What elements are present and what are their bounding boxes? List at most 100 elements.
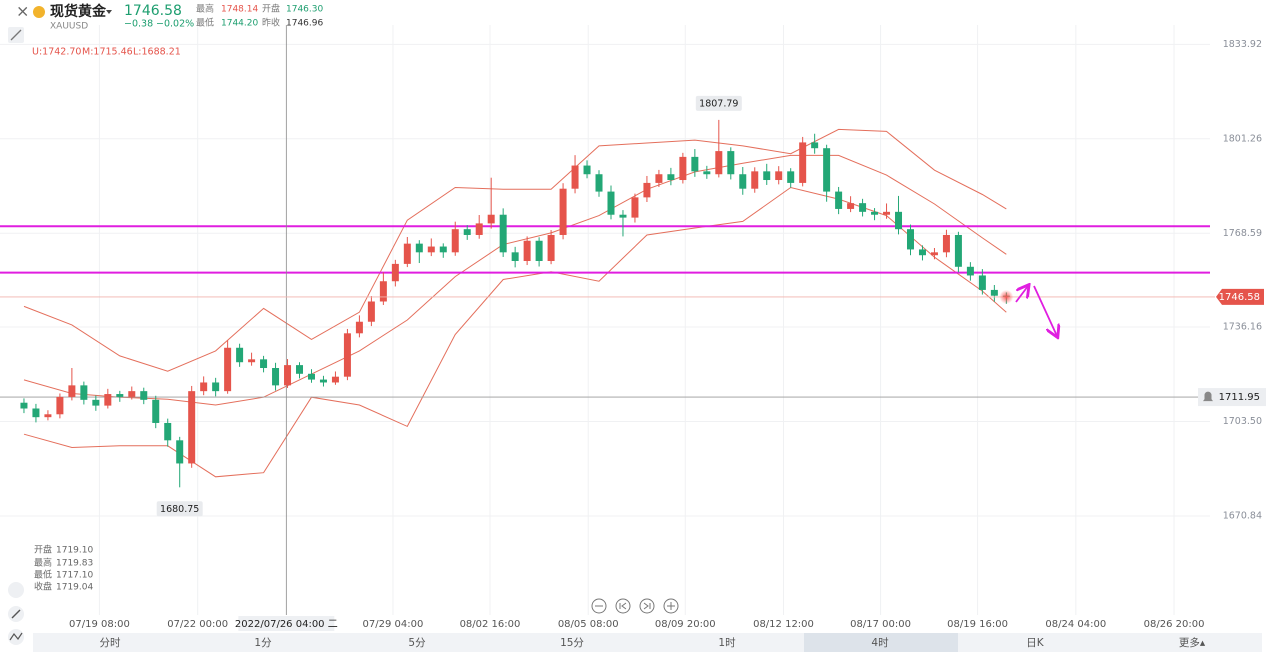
tab-selected-bg (804, 633, 958, 652)
candle-body (248, 359, 256, 363)
candle-body (667, 174, 675, 181)
plot (0, 25, 1215, 615)
info-value: 1717.10 (56, 571, 93, 581)
candle-body (583, 165, 591, 175)
candle-body (272, 368, 280, 386)
candle-body (954, 234, 962, 267)
candle-body (918, 249, 926, 256)
info-value: 1719.10 (56, 546, 93, 556)
candle-body (343, 333, 351, 377)
icon (619, 602, 627, 610)
y-tick-label: 1670.84 (1223, 510, 1262, 521)
candle-body (643, 182, 651, 198)
candle-body (883, 211, 891, 215)
pen-icon (11, 609, 21, 619)
low-label-bg (156, 501, 203, 517)
playback-controls (591, 598, 679, 614)
instrument-name[interactable]: 现货黄金 (50, 3, 107, 20)
candle-body (631, 197, 639, 218)
candle-body (978, 275, 986, 290)
candle-body (188, 391, 196, 464)
tab[interactable]: 分时 (100, 637, 121, 649)
candle-body (451, 229, 459, 253)
candle-body (703, 171, 711, 175)
candle-body (260, 359, 268, 369)
bell-icon (1203, 391, 1213, 402)
candle-body (391, 263, 399, 282)
candle-body (523, 240, 531, 261)
candle-body (859, 203, 867, 212)
header: × 现货黄金 XAUUSD 1746.58 −0.38 −0.02% 最高 17… (8, 2, 323, 58)
candle-body (763, 171, 771, 181)
info-value: 1719.83 (56, 559, 93, 569)
x-tick-label: 08/02 16:00 (460, 619, 521, 630)
x-tick-label: 08/24 04:00 (1045, 619, 1106, 630)
crosshair-label: 2022/07/26 04:00 二 (235, 619, 338, 630)
stat-label: 最高 (196, 3, 214, 15)
price-tag (1216, 288, 1264, 305)
period-tabs: 分时 1分 5分 15分 1时 4时 日K 更多▴ (33, 633, 1262, 652)
candle-body (835, 191, 843, 209)
candle-body (727, 151, 735, 175)
y-tick-label: 1801.26 (1223, 133, 1262, 144)
candle-body (463, 229, 471, 235)
candle-body (200, 382, 208, 392)
candle-body (559, 188, 567, 235)
candle-body (871, 211, 879, 215)
candle-body (80, 385, 88, 400)
candle-body (811, 142, 819, 149)
candle-body (535, 240, 543, 261)
indicator-button[interactable] (8, 582, 24, 598)
candle-body (176, 440, 184, 464)
candle-body (775, 171, 783, 181)
candle-body (56, 396, 64, 415)
band-upper-readout: U:1742.70 (32, 47, 81, 58)
y-tick-label: 1703.50 (1223, 416, 1262, 427)
candle-body (403, 243, 411, 264)
candle-body (679, 156, 687, 181)
high-label-bg (695, 95, 742, 111)
candle-body (571, 165, 579, 189)
candle-body (895, 211, 903, 230)
stat-label: 昨收 (262, 17, 280, 29)
x-tick-label: 08/26 20:00 (1144, 619, 1205, 630)
x-tick-label: 08/09 20:00 (655, 619, 716, 630)
tab[interactable]: 5分 (408, 637, 426, 649)
tab[interactable]: 4时 (871, 637, 889, 649)
y-tick-label: 1833.92 (1223, 39, 1262, 50)
tab-bar (33, 633, 1262, 652)
last-price-glow (999, 289, 1014, 304)
tab[interactable]: 日K (1026, 637, 1045, 649)
candle-body (32, 408, 40, 418)
band-lower-readout: L:1688.21 (133, 47, 181, 58)
band-middle-readout: M:1715.46 (82, 47, 133, 58)
side-tools (8, 582, 24, 645)
tab[interactable]: 1分 (254, 637, 272, 649)
candle-body (20, 402, 28, 409)
candle-body (355, 321, 363, 334)
tab[interactable]: 1时 (718, 637, 736, 649)
info-value: 1719.04 (56, 583, 93, 593)
alert-price: 1711.95 (1219, 392, 1260, 403)
candle-body (547, 234, 555, 261)
candle-body (655, 174, 663, 183)
candle-body (379, 281, 387, 302)
candle-body (367, 301, 375, 322)
chart-type-icon (9, 632, 23, 641)
tab[interactable]: 更多▴ (1179, 636, 1206, 649)
close-icon[interactable]: × (16, 2, 29, 21)
stat-value: 1746.96 (286, 19, 323, 29)
tab[interactable]: 15分 (560, 637, 584, 649)
candle-body (619, 214, 627, 218)
x-tick-label: 07/19 08:00 (69, 619, 130, 630)
candle-body (751, 171, 759, 189)
candle-body (296, 365, 304, 374)
candle-body (607, 191, 615, 215)
candle-body (68, 385, 76, 397)
candle-body (128, 391, 136, 397)
candle-body (739, 174, 747, 189)
annotation-arrows (1015, 286, 1057, 336)
dropdown-caret[interactable] (106, 10, 112, 14)
x-tick-label: 08/05 08:00 (558, 619, 619, 630)
